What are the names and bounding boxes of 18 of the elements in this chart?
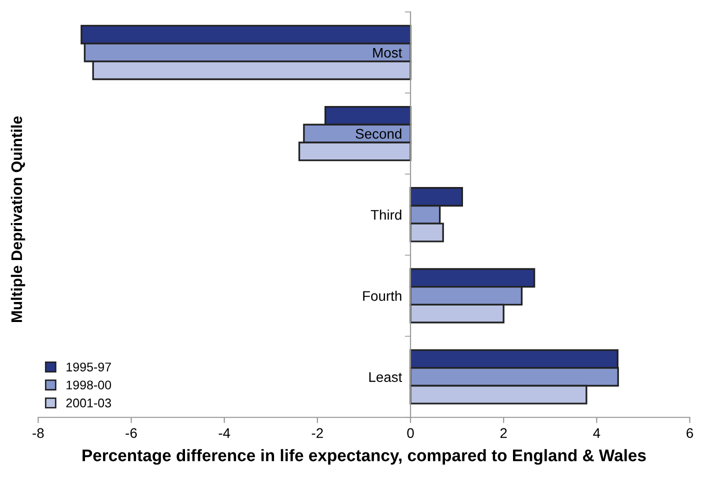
x-tick-label: 6 (686, 428, 694, 438)
legend-label: 2001-03 (66, 398, 111, 408)
y-tick-label: Second (356, 128, 402, 139)
x-tick-label: -2 (312, 428, 323, 438)
legend-label: 1998-00 (66, 380, 112, 390)
x-tick-label: 2 (500, 428, 507, 438)
legend-label: 1995-97 (66, 362, 111, 372)
y-axis-title: Multiple Deprivation Quintile (10, 116, 26, 322)
x-tick-label: -6 (126, 428, 137, 438)
x-tick-label: 4 (593, 428, 600, 438)
x-tick-label: -8 (32, 428, 44, 438)
y-tick-label: Fourth (363, 290, 402, 301)
y-tick-label: Third (370, 210, 402, 220)
x-axis-title: Percentage difference in life expectancy, compared to England & Wales (82, 449, 646, 465)
x-tick-label: -4 (218, 428, 230, 438)
y-tick-label: Most (373, 48, 402, 58)
x-tick-label: 0 (407, 428, 414, 438)
y-tick-label: Least (369, 372, 402, 382)
